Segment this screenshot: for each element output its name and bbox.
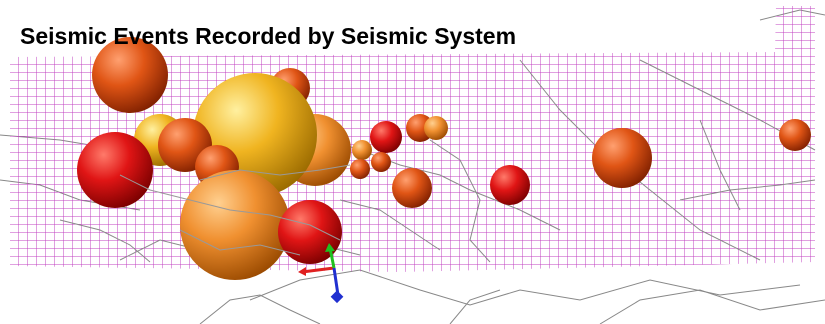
axis-triad	[298, 243, 344, 304]
road	[59, 219, 151, 263]
event-sphere	[592, 128, 652, 188]
road	[199, 294, 321, 324]
event-sphere	[371, 152, 391, 172]
event-sphere	[180, 170, 290, 280]
event-sphere	[92, 37, 168, 113]
road	[599, 289, 825, 324]
event-sphere	[350, 159, 370, 179]
event-sphere	[392, 168, 432, 208]
road	[429, 139, 491, 263]
road	[179, 229, 301, 256]
event-sphere	[77, 132, 153, 208]
arrow-head	[298, 267, 306, 276]
road	[699, 119, 741, 211]
event-sphere	[370, 121, 402, 153]
road	[339, 199, 441, 251]
road-overlay	[119, 164, 351, 256]
road	[679, 179, 816, 201]
road	[449, 289, 501, 324]
event-sphere	[490, 165, 530, 205]
title: Seismic Events Recorded by Seismic Syste…	[20, 23, 516, 49]
x-axis-arrow	[301, 266, 335, 274]
road	[249, 269, 801, 306]
event-sphere	[278, 200, 342, 264]
event-sphere	[424, 116, 448, 140]
road	[199, 164, 351, 181]
event-spheres	[77, 37, 811, 280]
arrow-head	[325, 243, 335, 252]
event-sphere	[352, 140, 372, 160]
road	[119, 174, 341, 241]
z-axis-arrow	[332, 267, 340, 296]
event-sphere	[779, 119, 811, 151]
arrow-head	[330, 290, 344, 304]
